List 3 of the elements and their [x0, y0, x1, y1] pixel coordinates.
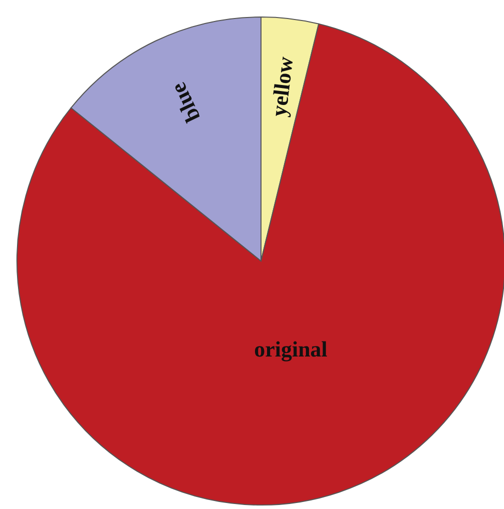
slice-label: blue	[165, 78, 206, 126]
slice-label: original	[254, 336, 328, 362]
slice-label: yellow	[266, 55, 298, 118]
